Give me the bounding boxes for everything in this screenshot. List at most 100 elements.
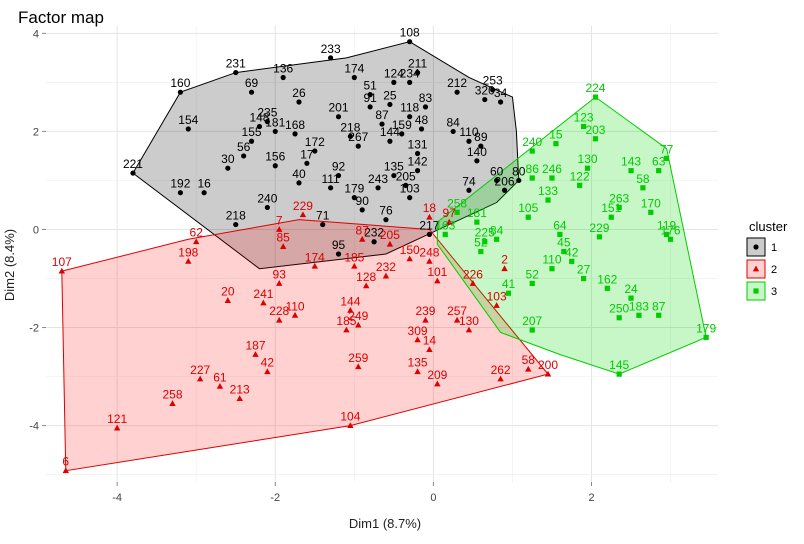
point-label: 131 bbox=[408, 137, 428, 151]
point-label: 107 bbox=[52, 255, 72, 269]
point-label: 26 bbox=[292, 86, 306, 100]
point-cluster-2 bbox=[406, 255, 413, 262]
point-cluster-3 bbox=[592, 94, 599, 100]
legend-marker-3 bbox=[753, 288, 759, 294]
point-label: 320 bbox=[475, 84, 495, 98]
point-label: 227 bbox=[190, 363, 210, 377]
point-cluster-2 bbox=[426, 213, 433, 220]
point-cluster-3 bbox=[648, 209, 654, 215]
point-cluster-2 bbox=[426, 346, 433, 353]
point-label: 250 bbox=[609, 302, 629, 316]
point-label: 212 bbox=[447, 76, 467, 90]
point-cluster-2 bbox=[434, 277, 441, 284]
point-cluster-1 bbox=[501, 187, 508, 193]
point-label: 150 bbox=[400, 243, 420, 257]
point-cluster-1 bbox=[407, 114, 413, 120]
point-cluster-1 bbox=[399, 131, 405, 137]
point-cluster-1 bbox=[355, 143, 361, 149]
y-axis-label: Dim2 (8.4%) bbox=[2, 229, 17, 301]
point-label: 92 bbox=[332, 160, 346, 174]
point-label: 103 bbox=[487, 289, 507, 303]
point-cluster-3 bbox=[604, 285, 610, 291]
point-cluster-3 bbox=[482, 239, 488, 245]
point-cluster-3 bbox=[636, 312, 642, 318]
point-label: 52 bbox=[474, 236, 488, 250]
point-label: 229 bbox=[589, 221, 609, 235]
point-cluster-2 bbox=[497, 375, 504, 382]
point-cluster-3 bbox=[616, 371, 622, 377]
point-label: 103 bbox=[400, 182, 420, 196]
point-label: 52 bbox=[526, 267, 540, 281]
x-axis-label: Dim1 (8.7%) bbox=[349, 516, 421, 531]
point-label: 221 bbox=[123, 157, 143, 171]
point-label: 259 bbox=[348, 351, 368, 365]
point-cluster-1 bbox=[264, 119, 270, 125]
point-label: 118 bbox=[400, 101, 419, 115]
point-label: 95 bbox=[332, 238, 346, 252]
point-cluster-1 bbox=[359, 207, 365, 213]
point-cluster-2 bbox=[276, 226, 283, 232]
point-label: 30 bbox=[221, 152, 235, 166]
point-label: 253 bbox=[483, 74, 503, 88]
point-cluster-1 bbox=[335, 251, 342, 257]
point-label: 168 bbox=[285, 118, 305, 132]
point-cluster-2 bbox=[196, 375, 204, 382]
point-label: 58 bbox=[636, 172, 650, 186]
point-label: 6 bbox=[62, 455, 69, 469]
point-label: 84 bbox=[490, 223, 504, 237]
point-label: 159 bbox=[392, 118, 412, 132]
point-cluster-1 bbox=[367, 104, 373, 110]
point-label: 124 bbox=[384, 66, 404, 80]
point-label: 205 bbox=[380, 228, 400, 242]
point-cluster-2 bbox=[279, 243, 287, 250]
point-cluster-2 bbox=[351, 262, 358, 269]
point-cluster-3 bbox=[584, 165, 591, 171]
point-label: 176 bbox=[661, 223, 681, 237]
point-cluster-2 bbox=[362, 282, 370, 289]
point-cluster-3 bbox=[664, 231, 670, 237]
point-label: 224 bbox=[585, 81, 605, 95]
point-cluster-3 bbox=[640, 185, 646, 191]
point-label: 241 bbox=[253, 287, 273, 301]
point-cluster-2 bbox=[501, 265, 508, 272]
point-cluster-1 bbox=[177, 89, 183, 95]
point-cluster-3 bbox=[529, 327, 535, 333]
point-cluster-1 bbox=[375, 185, 381, 191]
point-cluster-1 bbox=[387, 101, 393, 108]
point-label: 60 bbox=[490, 164, 504, 178]
point-label: 217 bbox=[419, 218, 439, 232]
point-label: 140 bbox=[467, 145, 487, 159]
point-label: 62 bbox=[190, 226, 204, 240]
point-cluster-1 bbox=[185, 126, 191, 132]
point-label: 34 bbox=[494, 86, 508, 100]
y-tick-label: -2 bbox=[29, 323, 39, 335]
point-cluster-3 bbox=[478, 248, 484, 255]
point-cluster-1 bbox=[335, 172, 342, 179]
point-cluster-1 bbox=[201, 190, 207, 196]
point-cluster-3 bbox=[616, 315, 622, 321]
point-label: 181 bbox=[467, 206, 487, 220]
point-cluster-1 bbox=[466, 187, 472, 193]
point-cluster-1 bbox=[248, 89, 255, 95]
point-cluster-2 bbox=[260, 299, 267, 306]
point-cluster-2 bbox=[276, 316, 283, 323]
point-label: 233 bbox=[321, 42, 341, 56]
point-cluster-2 bbox=[264, 368, 271, 375]
point-label: 226 bbox=[463, 267, 483, 281]
point-label: 104 bbox=[340, 410, 360, 424]
point-cluster-3 bbox=[592, 136, 599, 142]
point-label: 228 bbox=[269, 304, 289, 318]
point-cluster-1 bbox=[233, 69, 239, 76]
point-cluster-3 bbox=[628, 295, 634, 301]
legend-label-3: 3 bbox=[771, 286, 777, 298]
point-cluster-2 bbox=[355, 321, 362, 328]
point-cluster-2 bbox=[426, 257, 433, 264]
point-label: 85 bbox=[276, 231, 290, 245]
point-label: 162 bbox=[597, 272, 617, 286]
point-cluster-1 bbox=[414, 168, 421, 174]
point-cluster-2 bbox=[453, 316, 461, 323]
